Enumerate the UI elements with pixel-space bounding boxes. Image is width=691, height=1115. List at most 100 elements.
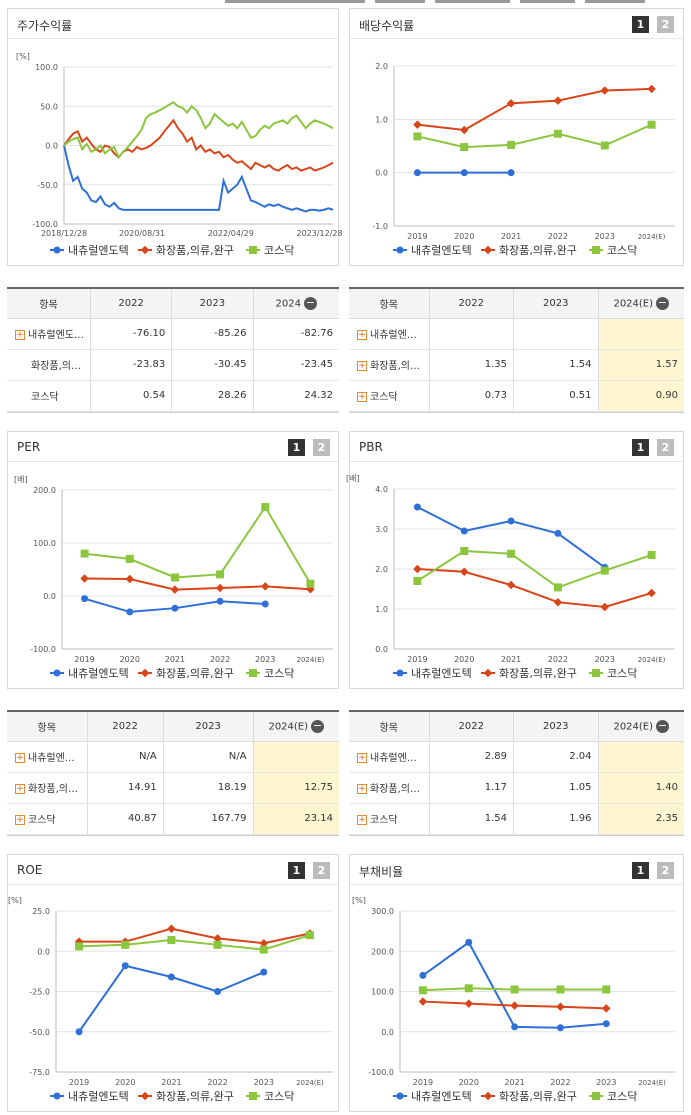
- series-line-3: [63, 101, 334, 160]
- expand-plus-icon[interactable]: +: [357, 361, 367, 371]
- data-point-diamond: [602, 1004, 611, 1013]
- expand-plus-icon[interactable]: +: [357, 815, 367, 825]
- data-point-diamond: [413, 564, 422, 574]
- column-header-year: 2023: [162, 712, 253, 742]
- series-line-1: [416, 506, 606, 569]
- tab-2-button[interactable]: 2: [657, 439, 674, 456]
- panel-title: ROE: [17, 863, 43, 877]
- row-label-text: 코스닥: [28, 815, 56, 826]
- y-tick-label: 2.0: [375, 62, 388, 71]
- tab-2-button[interactable]: 2: [313, 862, 330, 879]
- data-point-square: [553, 129, 562, 138]
- expand-plus-icon[interactable]: +: [357, 392, 367, 402]
- data-point-square: [647, 551, 656, 559]
- y-tick-label: 0.0: [43, 592, 56, 601]
- panel-title: PBR: [359, 440, 383, 454]
- legend-label: 내츄럴엔도텍: [68, 1090, 129, 1103]
- row-label: + 화장품,의…: [349, 349, 429, 381]
- y-tick-label: -1.0: [372, 222, 388, 231]
- legend-label: 내츄럴엔도텍: [411, 244, 472, 257]
- series-line-2: [63, 118, 334, 172]
- row-label-text: 코스닥: [370, 815, 398, 826]
- data-point-circle: [413, 169, 421, 177]
- collapse-column-icon[interactable]: −: [656, 295, 670, 310]
- collapse-column-icon[interactable]: −: [656, 718, 670, 733]
- y-tick-label: 0.0: [375, 169, 388, 178]
- data-point-square: [75, 942, 84, 951]
- table-row: + 화장품,의… 14.91 18.19 12.75: [7, 772, 339, 804]
- panel-title: 부채비율: [359, 865, 404, 879]
- data-point-circle: [126, 608, 134, 616]
- tab-1-button[interactable]: 1: [632, 862, 649, 879]
- table-cell: 1.54: [428, 803, 514, 835]
- table-cell: 2.35: [597, 803, 684, 835]
- x-tick-label: 2018/12/28: [41, 229, 87, 238]
- table-cell: 1.54: [513, 349, 598, 381]
- x-tick-label: 2024(E): [296, 1079, 324, 1087]
- data-point-diamond: [167, 924, 176, 933]
- row-label: 코스닥: [7, 380, 91, 412]
- tab-1-button[interactable]: 1: [288, 862, 305, 879]
- tab-2-button[interactable]: 2: [657, 16, 674, 33]
- expand-plus-icon[interactable]: +: [15, 330, 25, 340]
- expand-plus-icon[interactable]: +: [15, 815, 25, 825]
- expand-plus-icon[interactable]: +: [357, 330, 367, 340]
- data-point-circle: [419, 971, 427, 979]
- table-cell: 1.57: [597, 349, 684, 381]
- x-tick-label: 2019: [74, 655, 94, 664]
- table-cell: N/A: [162, 741, 253, 773]
- data-point-circle: [460, 169, 468, 177]
- table-cell: 18.19: [162, 772, 253, 804]
- x-tick-label: 2020: [454, 655, 474, 664]
- table-cell: 1.96: [513, 803, 598, 835]
- y-tick-label: 25.0: [32, 907, 50, 916]
- per-table: 항목 2022 2023 2024(E) − + 내츄럴엔… N/A N/A + 화장품,의… 14.…: [7, 710, 339, 836]
- data-point-circle: [167, 973, 175, 981]
- collapse-column-icon[interactable]: −: [311, 718, 325, 733]
- column-header-year: 2023: [513, 289, 598, 319]
- row-label: + 화장품,의…: [7, 772, 87, 804]
- expand-plus-icon[interactable]: +: [357, 784, 367, 794]
- x-tick-label: 2022: [548, 232, 568, 241]
- x-tick-label: 2024(E): [638, 1079, 666, 1087]
- expand-plus-icon[interactable]: +: [15, 784, 25, 794]
- data-point-circle: [53, 1092, 61, 1100]
- data-point-square: [259, 945, 268, 954]
- tab-1-button[interactable]: 1: [632, 439, 649, 456]
- tab-2-button[interactable]: 2: [657, 862, 674, 879]
- data-point-diamond: [506, 99, 516, 108]
- expand-plus-icon[interactable]: +: [357, 753, 367, 763]
- table-cell: 167.79: [162, 803, 253, 835]
- per-panel: PER 1 2 [배] 200.0 100.0 0.0 -100.0 2019 2020 20…: [7, 431, 339, 689]
- data-point-square: [418, 986, 427, 995]
- tab-2-button[interactable]: 2: [313, 439, 330, 456]
- panel-header: ROE 1 2: [8, 855, 338, 885]
- column-header-item: 항목: [7, 289, 91, 319]
- table-cell: [597, 318, 684, 350]
- data-point-circle: [465, 938, 473, 946]
- tab-1-button[interactable]: 1: [288, 439, 305, 456]
- expand-plus-icon[interactable]: +: [15, 753, 25, 763]
- dividend-yield-chart: 2.0 1.0 0.0 -1.0 2019 2020 2021 2022 2023 2024(E)…: [372, 62, 675, 257]
- legend-label: 내츄럴엔도텍: [68, 667, 129, 680]
- table-row: + 화장품,의… 1.35 1.54 1.57: [349, 349, 684, 381]
- table-row: + 코스닥 0.73 0.51 0.90: [349, 380, 684, 412]
- data-point-square: [170, 573, 179, 582]
- x-tick-label: 2023: [255, 655, 275, 664]
- dividend-yield-table: 항목 2022 2023 2024(E) − + 내츄럴엔… + 화장품,의… 1.35 1.54 1…: [349, 287, 684, 413]
- data-point-diamond: [413, 120, 422, 129]
- row-label: + 내츄럴엔…: [349, 318, 429, 350]
- column-header-year: 2023: [171, 289, 253, 319]
- table-cell: 0.51: [513, 380, 598, 412]
- table-cell: [252, 741, 339, 773]
- row-label: + 내츄럴엔…: [7, 741, 87, 773]
- tab-1-button[interactable]: 1: [632, 16, 649, 33]
- x-tick-label: 2022: [210, 655, 230, 664]
- panel-header: 부채비율 1 2: [350, 855, 683, 885]
- y-tick-label: 100.0: [35, 63, 58, 72]
- series-line-2: [417, 87, 652, 132]
- data-point-diamond: [261, 582, 270, 591]
- table-row: + 내츄럴엔도… -76.10 -85.26 -82.76: [7, 318, 339, 350]
- collapse-column-icon[interactable]: −: [303, 295, 317, 310]
